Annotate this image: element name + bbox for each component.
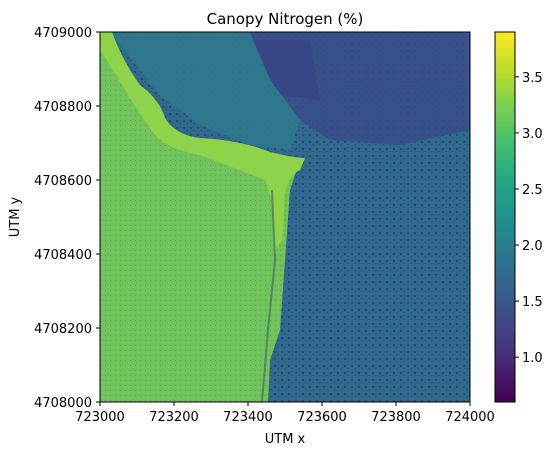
colorbar-tick-label: 2.0 — [522, 239, 543, 254]
x-tick-label: 723400 — [223, 410, 273, 425]
colorbar-tick-label: 1.0 — [522, 351, 543, 366]
chart-title: Canopy Nitrogen (%) — [207, 10, 364, 28]
x-tick-label: 724000 — [445, 410, 495, 425]
colorbar-tick-label: 3.0 — [522, 127, 543, 142]
x-axis-title: UTM x — [265, 432, 306, 447]
x-tick-label: 723800 — [371, 410, 421, 425]
y-axis-title: UTM y — [8, 196, 23, 237]
y-tick-label: 4708400 — [34, 248, 92, 263]
y-tick-label: 4708800 — [34, 100, 92, 115]
y-tick-label: 4708000 — [34, 396, 92, 411]
heatmap-image — [100, 32, 470, 402]
y-axis: 4708000 4708200 4708400 4708600 4708800 47090… — [34, 26, 100, 411]
colorbar-tick-label: 3.5 — [522, 71, 543, 86]
y-tick-label: 4709000 — [34, 26, 92, 41]
colorbar-tick-label: 1.5 — [522, 295, 543, 310]
region-river-channel — [100, 32, 305, 250]
x-tick-label: 723200 — [149, 410, 199, 425]
x-tick-label: 723600 — [297, 410, 347, 425]
colorbar — [494, 31, 516, 403]
y-tick-label: 4708600 — [34, 174, 92, 189]
y-tick-label: 4708200 — [34, 322, 92, 337]
colorbar-tick-label: 2.5 — [522, 183, 543, 198]
x-axis: 723000 723200 723400 723600 723800 724000 — [75, 402, 495, 425]
x-tick-label: 723000 — [75, 410, 125, 425]
plot-frame — [99, 31, 471, 403]
colorbar-axis: 1.0 1.5 2.0 2.5 3.0 3.5 — [515, 71, 543, 366]
